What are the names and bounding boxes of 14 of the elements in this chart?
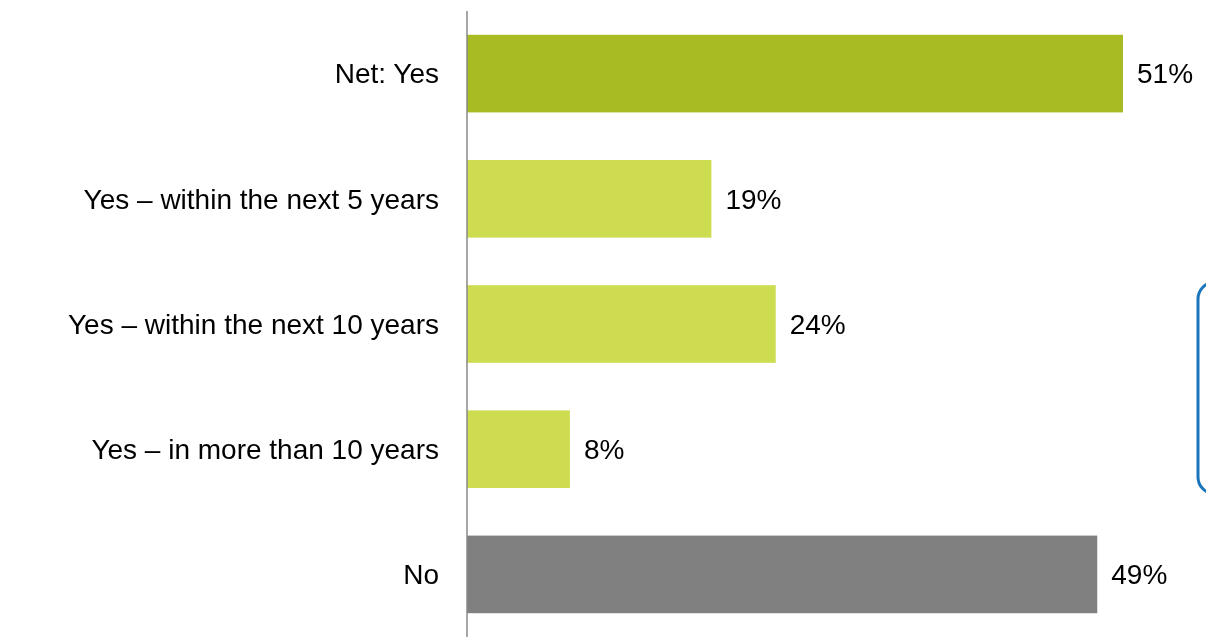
bar [467, 34, 1123, 113]
data-label: 49% [1111, 559, 1168, 591]
y-tick-label: Net: Yes [334, 58, 439, 90]
data-label: 19% [725, 183, 782, 215]
data-label: 8% [583, 434, 625, 465]
y-tick-label: No [403, 559, 439, 591]
bar [467, 410, 570, 489]
data-label: 51% [1137, 58, 1194, 90]
y-tick-label: Yes – within the next 10 years [68, 308, 439, 340]
data-label: 24% [789, 308, 846, 340]
y-tick-label: Yes – within the next 5 years [83, 183, 439, 215]
bar [467, 159, 712, 238]
bar [467, 285, 776, 363]
y-tick-label: Yes – in more than 10 years [91, 434, 439, 465]
